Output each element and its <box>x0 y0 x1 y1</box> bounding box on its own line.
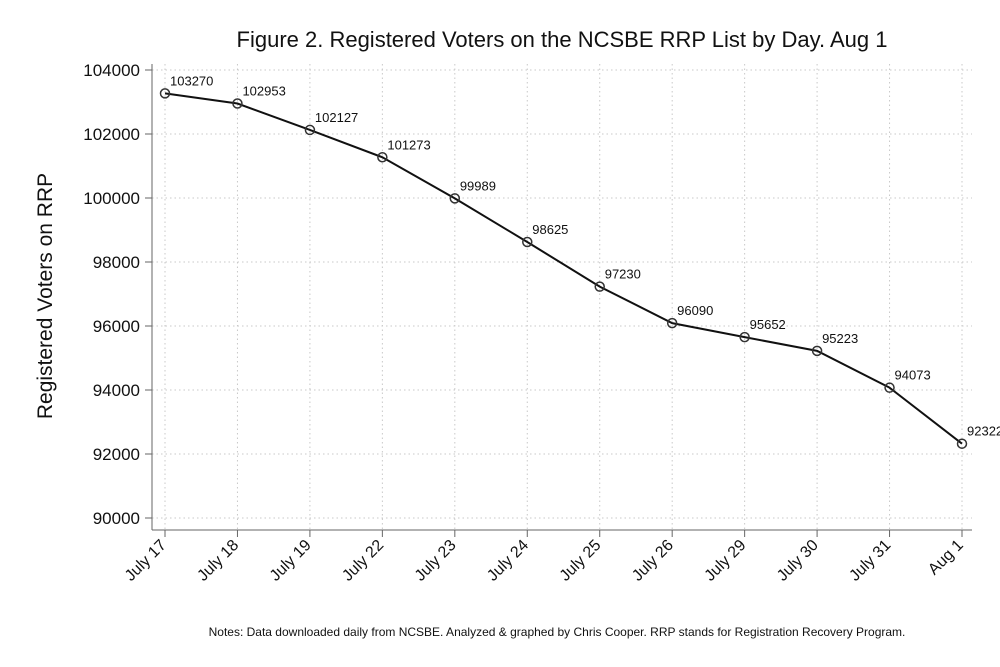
data-label: 94073 <box>895 368 931 383</box>
data-point <box>739 331 750 343</box>
data-label: 92322 <box>967 424 1000 439</box>
x-tick-label: July 22 <box>339 537 387 585</box>
data-label: 99989 <box>460 178 496 193</box>
x-tick-label: July 26 <box>629 537 677 585</box>
data-point <box>159 88 171 99</box>
data-point <box>232 98 243 109</box>
x-tick-label: July 29 <box>702 537 750 585</box>
data-label: 102953 <box>242 84 285 99</box>
gridlines <box>152 64 972 530</box>
data-series <box>159 88 968 449</box>
x-tick-label: July 23 <box>412 537 460 585</box>
x-tick-label: July 30 <box>774 537 822 585</box>
data-point <box>594 281 605 292</box>
y-tick-label: 98000 <box>93 253 140 272</box>
y-tick-label: 104000 <box>83 61 140 80</box>
data-point <box>304 124 316 136</box>
y-tick-label: 96000 <box>93 317 140 336</box>
data-label: 95652 <box>750 317 786 332</box>
y-tick-label: 90000 <box>93 509 140 528</box>
data-label: 97230 <box>605 267 641 282</box>
y-tick-label: 94000 <box>93 381 140 400</box>
data-point <box>956 438 968 449</box>
y-tick-label: 100000 <box>83 189 140 208</box>
data-point <box>811 345 823 357</box>
x-tick-label: July 25 <box>557 537 605 585</box>
x-tick-label: July 17 <box>122 537 170 585</box>
data-label: 96090 <box>677 303 713 318</box>
data-label: 95223 <box>822 331 858 346</box>
data-point <box>522 236 533 248</box>
data-label: 101273 <box>387 137 430 152</box>
data-label: 102127 <box>315 110 358 125</box>
x-tick-label: July 31 <box>847 537 895 585</box>
data-label: 98625 <box>532 222 568 237</box>
x-tick-label: Aug 1 <box>925 537 967 579</box>
data-point <box>884 382 895 393</box>
chart-note: Notes: Data downloaded daily from NCSBE.… <box>209 625 906 639</box>
y-tick-label: 92000 <box>93 445 140 464</box>
data-labels: 103270 102953 102127 101273 99989 98625 97230 9… <box>170 73 1000 438</box>
x-tick-label: July 18 <box>194 537 242 585</box>
data-point <box>377 152 388 163</box>
y-tick-label: 102000 <box>83 125 140 144</box>
chart-title: Figure 2. Registered Voters on the NCSBE… <box>237 27 888 52</box>
x-tick-label: July 19 <box>267 537 315 585</box>
x-tick-label: July 24 <box>484 537 532 585</box>
data-point <box>449 193 461 204</box>
data-point <box>666 317 678 329</box>
y-axis-label: Registered Voters on RRP <box>34 173 57 419</box>
series-line <box>164 92 963 445</box>
data-label: 103270 <box>170 73 213 88</box>
